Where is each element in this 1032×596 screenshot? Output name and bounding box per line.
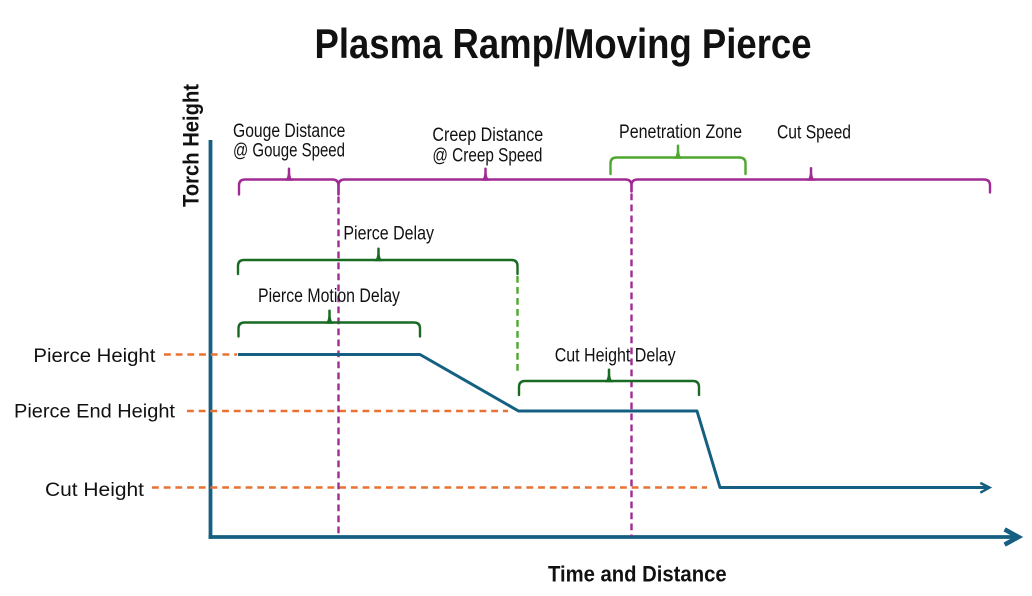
svg-text:Cut Speed: Cut Speed	[777, 123, 851, 144]
svg-text:Cut Height: Cut Height	[45, 480, 145, 501]
svg-text:@ Gouge Speed: @ Gouge Speed	[233, 141, 345, 162]
svg-text:Torch Height: Torch Height	[179, 84, 204, 207]
svg-text:Pierce Delay: Pierce Delay	[343, 224, 434, 245]
svg-text:Pierce End Height: Pierce End Height	[14, 402, 176, 423]
svg-text:Plasma Ramp/Moving Pierce: Plasma Ramp/Moving Pierce	[315, 20, 812, 67]
svg-text:Pierce Motion Delay: Pierce Motion Delay	[258, 286, 400, 307]
svg-text:Creep Distance: Creep Distance	[432, 125, 543, 146]
svg-text:Gouge Distance: Gouge Distance	[233, 121, 345, 142]
svg-text:Pierce Height: Pierce Height	[33, 346, 156, 367]
svg-text:Penetration Zone: Penetration Zone	[619, 122, 742, 143]
svg-text:Cut Height Delay: Cut Height Delay	[555, 346, 676, 367]
svg-text:Time and Distance: Time and Distance	[548, 561, 727, 586]
svg-text:@ Creep Speed: @ Creep Speed	[432, 146, 542, 167]
